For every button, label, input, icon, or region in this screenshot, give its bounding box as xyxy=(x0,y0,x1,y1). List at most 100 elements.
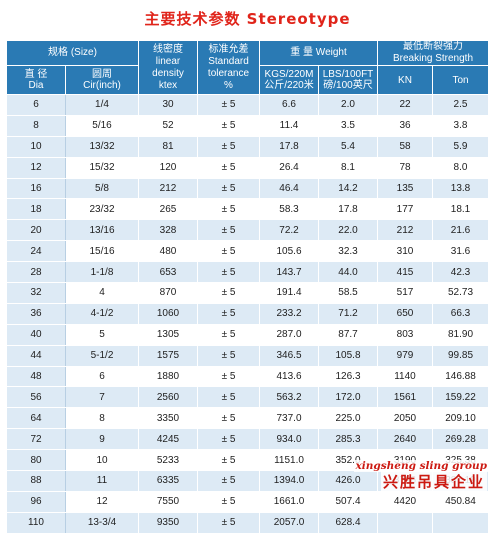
cell-lbs: 32.3 xyxy=(318,240,378,263)
cell-cir: 9 xyxy=(65,428,139,451)
cell-density: 1880 xyxy=(138,365,198,388)
cell-dia: 18 xyxy=(6,198,66,221)
table-row: 16 5/8 212 ± 5 46.4 14.2 135 13.8 xyxy=(6,177,489,200)
cell-ton xyxy=(432,511,489,534)
cell-kn: 58 xyxy=(377,135,433,158)
cell-density: 81 xyxy=(138,135,198,158)
cell-ton: 2.5 xyxy=(432,94,489,116)
cell-lbs: 71.2 xyxy=(318,302,378,325)
cell-dia: 40 xyxy=(6,323,66,346)
cell-cir: 7 xyxy=(65,386,139,409)
cell-lbs: 8.1 xyxy=(318,156,378,179)
table-row: 40 5 1305 ± 5 287.0 87.7 803 81.90 xyxy=(6,323,489,346)
cell-dia: 28 xyxy=(6,261,66,284)
table-row: 6 1/4 30 ± 5 6.6 2.0 22 2.5 xyxy=(6,94,489,116)
cell-kn: 1561 xyxy=(377,386,433,409)
cell-dia: 10 xyxy=(6,135,66,158)
cell-tolerance: ± 5 xyxy=(197,449,260,472)
cell-kn: 310 xyxy=(377,240,433,263)
cell-ton: 18.1 xyxy=(432,198,489,221)
cell-dia: 16 xyxy=(6,177,66,200)
cell-dia: 36 xyxy=(6,302,66,325)
cell-kn: 803 xyxy=(377,323,433,346)
cell-kn: 979 xyxy=(377,344,433,367)
cell-lbs: 426.0 xyxy=(318,470,378,492)
cell-dia: 110 xyxy=(6,511,66,534)
cell-kn: 517 xyxy=(377,282,433,304)
cell-tolerance: ± 5 xyxy=(197,114,260,137)
header-kn: KN xyxy=(377,65,433,95)
cell-density: 1575 xyxy=(138,344,198,367)
cell-kgs: 105.6 xyxy=(259,240,319,263)
cell-cir: 11 xyxy=(65,470,139,492)
table-row: 44 5-1/2 1575 ± 5 346.5 105.8 979 99.85 xyxy=(6,344,489,367)
cell-kgs: 1394.0 xyxy=(259,470,319,492)
cell-dia: 32 xyxy=(6,282,66,304)
cell-kn: 177 xyxy=(377,198,433,221)
cell-dia: 24 xyxy=(6,240,66,263)
cell-dia: 96 xyxy=(6,490,66,513)
cell-density: 1060 xyxy=(138,302,198,325)
table-row: 64 8 3350 ± 5 737.0 225.0 2050 209.10 xyxy=(6,407,489,430)
cell-ton: 52.73 xyxy=(432,282,489,304)
cell-dia: 88 xyxy=(6,470,66,492)
cell-tolerance: ± 5 xyxy=(197,219,260,242)
cell-tolerance: ± 5 xyxy=(197,323,260,346)
cell-tolerance: ± 5 xyxy=(197,344,260,367)
cell-density: 265 xyxy=(138,198,198,221)
cell-kgs: 1151.0 xyxy=(259,449,319,472)
cell-kgs: 934.0 xyxy=(259,428,319,451)
cell-lbs: 87.7 xyxy=(318,323,378,346)
cell-cir: 15/16 xyxy=(65,240,139,263)
cell-cir: 13-3/4 xyxy=(65,511,139,534)
header-weight: 重 量 Weight xyxy=(259,40,378,66)
cell-lbs: 507.4 xyxy=(318,490,378,513)
cell-cir: 10 xyxy=(65,449,139,472)
spec-table: 规格 (Size) 线密度 linear density ktex 标准允差 S… xyxy=(6,40,489,534)
cell-ton: 146.88 xyxy=(432,365,489,388)
cell-tolerance: ± 5 xyxy=(197,240,260,263)
table-row: 10 13/32 81 ± 5 17.8 5.4 58 5.9 xyxy=(6,135,489,158)
header-size: 规格 (Size) xyxy=(6,40,139,66)
cell-cir: 15/32 xyxy=(65,156,139,179)
cell-cir: 13/32 xyxy=(65,135,139,158)
cell-lbs: 58.5 xyxy=(318,282,378,304)
cell-lbs: 22.0 xyxy=(318,219,378,242)
cell-kn: 2050 xyxy=(377,407,433,430)
header-strength: 最低断裂强力 Breaking Strength xyxy=(377,40,489,66)
cell-density: 480 xyxy=(138,240,198,263)
cell-dia: 56 xyxy=(6,386,66,409)
header-kgs: KGS/220M 公斤/220米 xyxy=(259,65,319,95)
cell-density: 212 xyxy=(138,177,198,200)
table-row: 56 7 2560 ± 5 563.2 172.0 1561 159.22 xyxy=(6,386,489,409)
cell-kn: 4420 xyxy=(377,490,433,513)
cell-lbs: 5.4 xyxy=(318,135,378,158)
cell-dia: 12 xyxy=(6,156,66,179)
cell-ton: 99.85 xyxy=(432,344,489,367)
cell-tolerance: ± 5 xyxy=(197,177,260,200)
cell-tolerance: ± 5 xyxy=(197,156,260,179)
cell-cir: 1/4 xyxy=(65,94,139,116)
cell-density: 7550 xyxy=(138,490,198,513)
cell-kgs: 46.4 xyxy=(259,177,319,200)
cell-kgs: 287.0 xyxy=(259,323,319,346)
cell-cir: 5-1/2 xyxy=(65,344,139,367)
cell-kn: 135 xyxy=(377,177,433,200)
table-row: 12 15/32 120 ± 5 26.4 8.1 78 8.0 xyxy=(6,156,489,179)
cell-density: 870 xyxy=(138,282,198,304)
cell-cir: 1-1/8 xyxy=(65,261,139,284)
cell-cir: 8 xyxy=(65,407,139,430)
cell-cir: 5 xyxy=(65,323,139,346)
cell-density: 52 xyxy=(138,114,198,137)
cell-kgs: 737.0 xyxy=(259,407,319,430)
table-row: 32 4 870 ± 5 191.4 58.5 517 52.73 xyxy=(6,282,489,304)
cell-density: 2560 xyxy=(138,386,198,409)
watermark-chinese: 兴胜吊具企业 xyxy=(380,471,487,492)
cell-cir: 6 xyxy=(65,365,139,388)
cell-kgs: 413.6 xyxy=(259,365,319,388)
cell-cir: 5/8 xyxy=(65,177,139,200)
cell-ton: 42.3 xyxy=(432,261,489,284)
cell-kgs: 563.2 xyxy=(259,386,319,409)
cell-dia: 20 xyxy=(6,219,66,242)
table-row: 72 9 4245 ± 5 934.0 285.3 2640 269.28 xyxy=(6,428,489,451)
